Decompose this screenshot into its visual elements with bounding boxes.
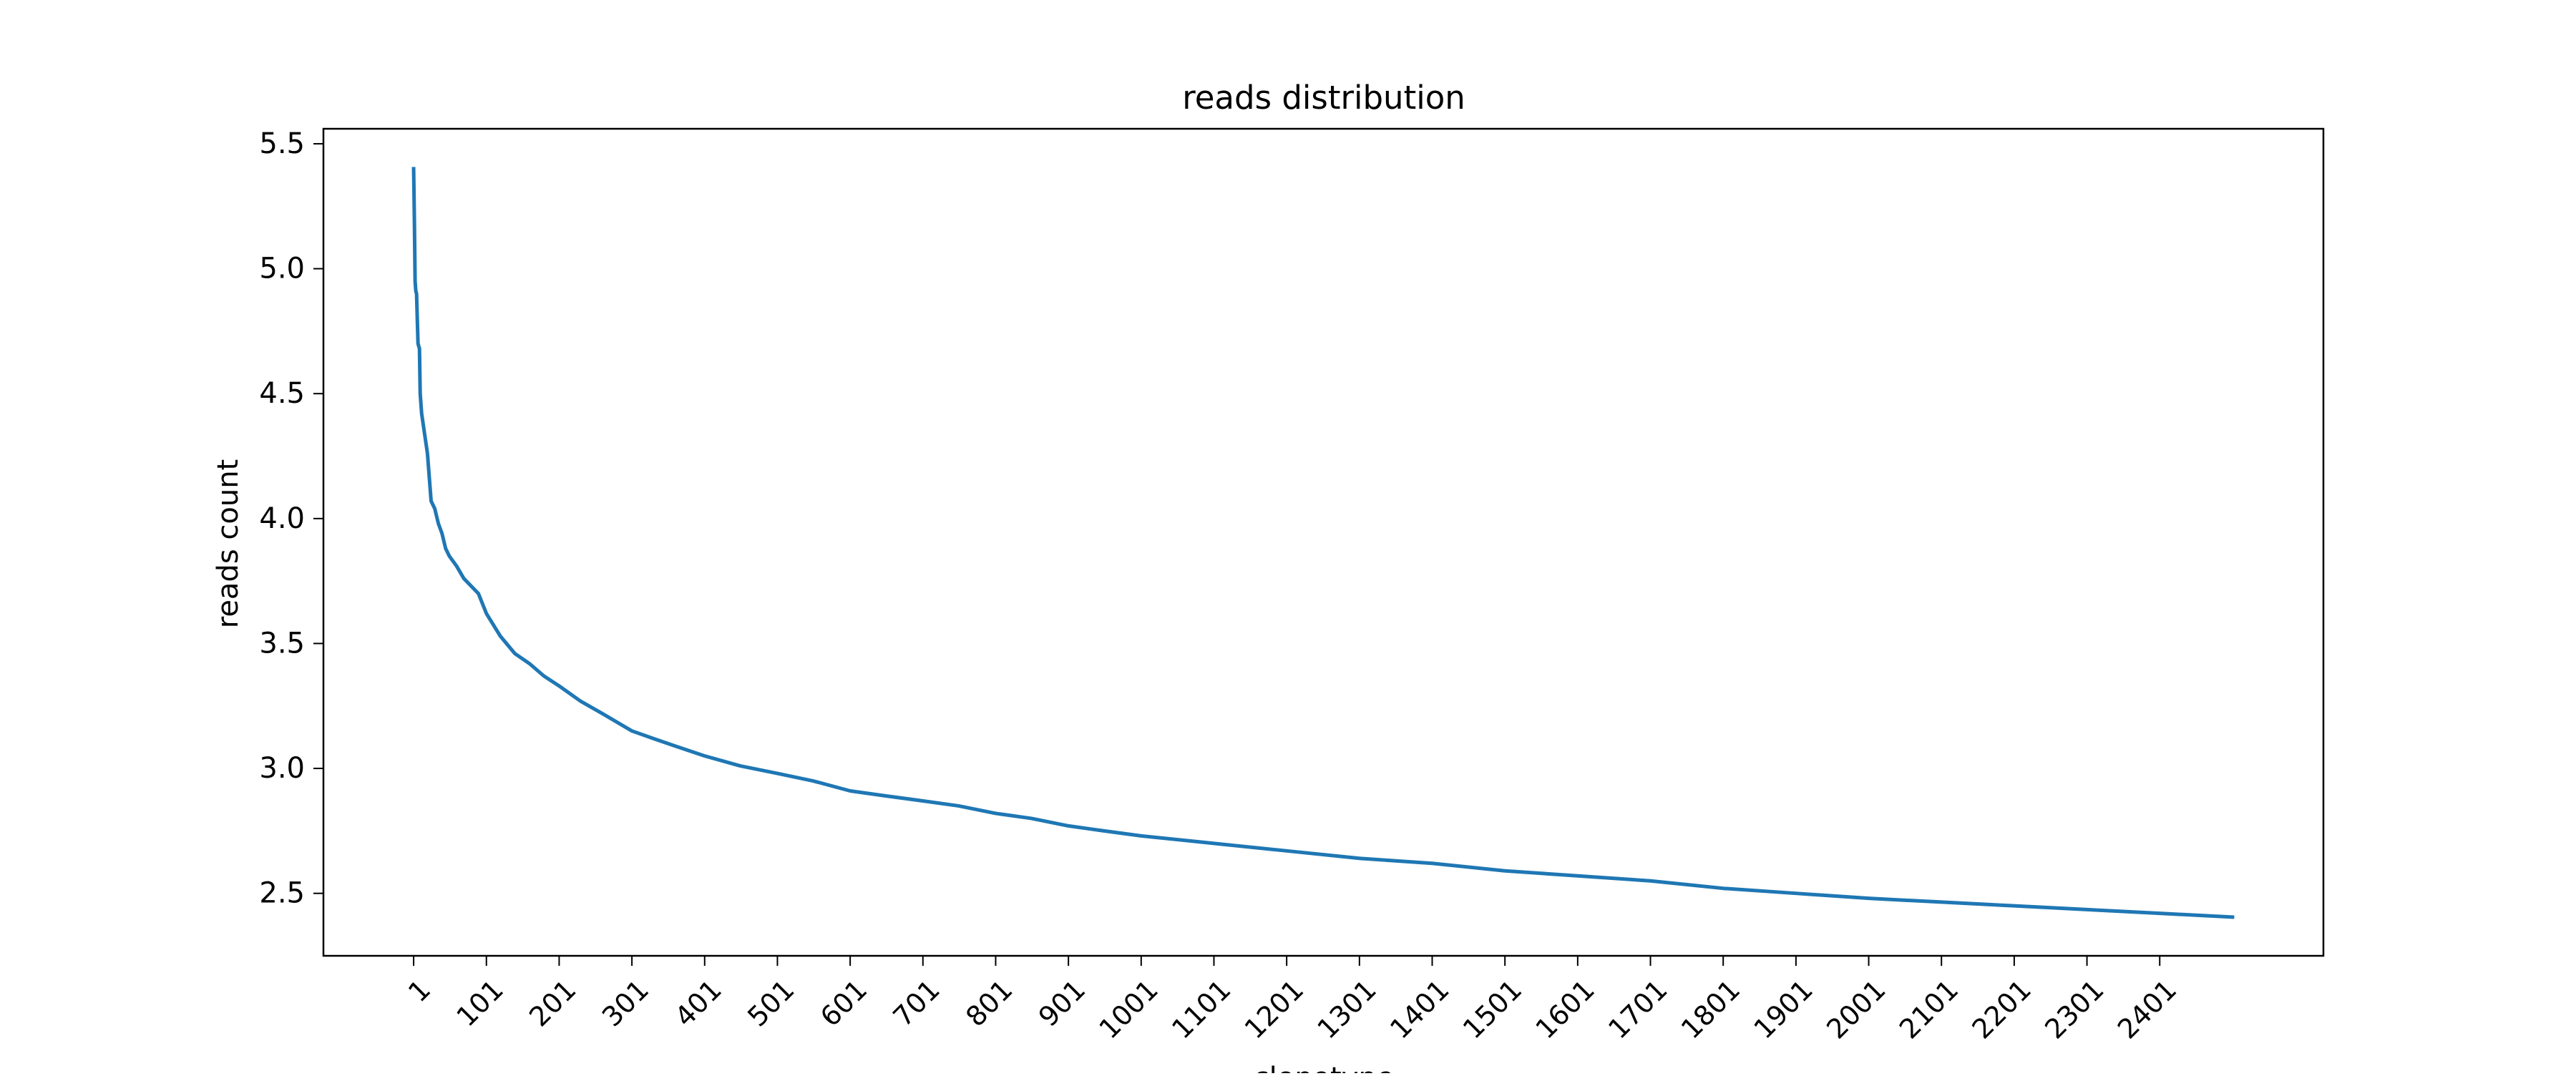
y-tick-label: 5.5 (259, 127, 305, 160)
series-layer (411, 167, 2235, 919)
y-axis-label: reads count (212, 459, 245, 628)
y-tick-label: 4.0 (259, 502, 305, 535)
y-tick-label: 3.5 (259, 627, 305, 660)
plot-area-frame (322, 127, 2325, 957)
y-tick-label: 3.0 (259, 752, 305, 785)
y-axis-ticks: 2.5 3.0 3.5 4.0 4.5 5.0 5.5 (259, 127, 323, 910)
x-axis-label: clonotype (1254, 1062, 1395, 1073)
y-tick-label: 4.5 (259, 377, 305, 410)
y-tick-label: 2.5 (259, 877, 305, 910)
series-line (411, 167, 2235, 919)
y-tick-label: 5.0 (259, 253, 305, 285)
chart-title: reads distribution (1182, 79, 1465, 117)
